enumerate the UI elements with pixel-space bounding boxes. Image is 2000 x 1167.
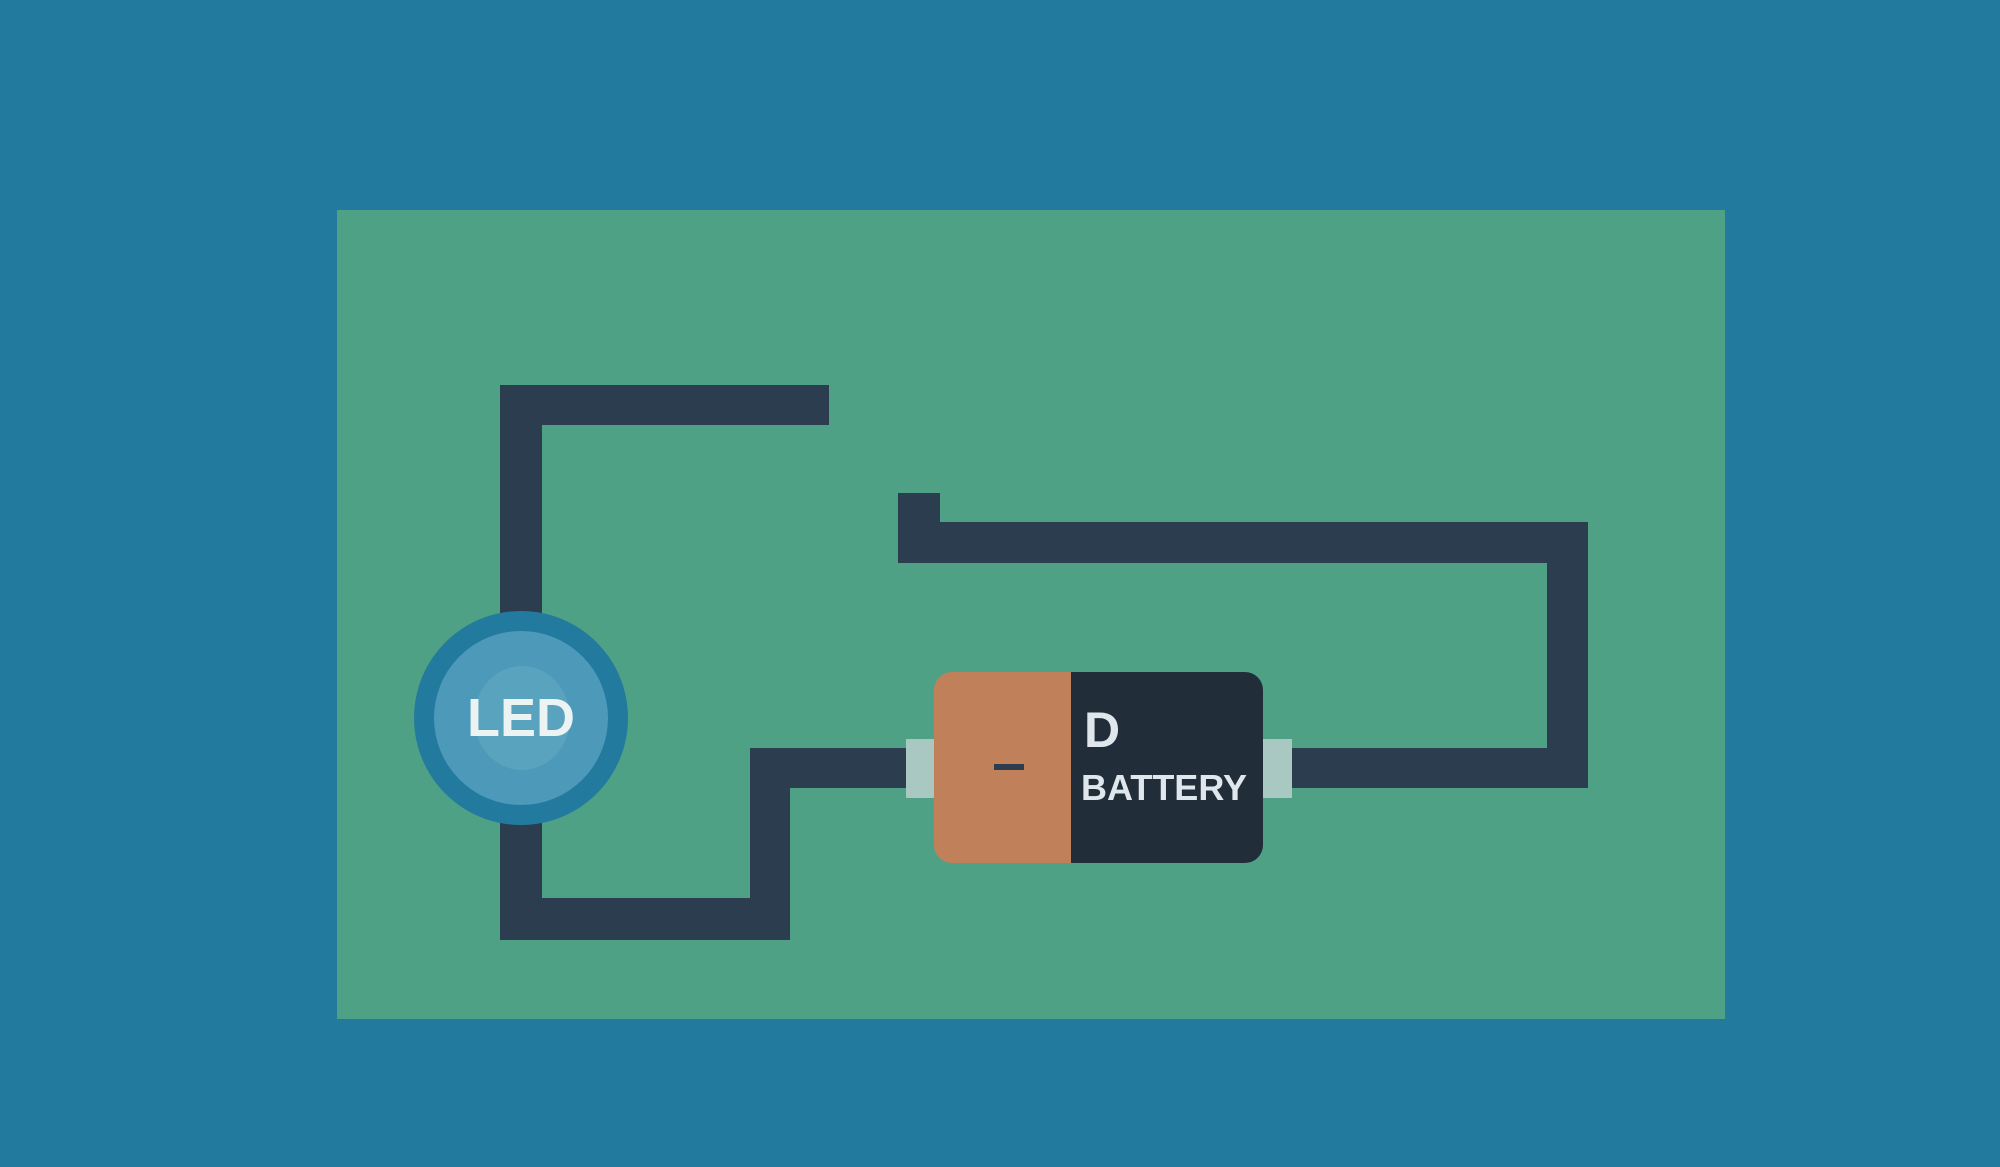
wire-from-battery-positive — [1290, 748, 1588, 788]
wire-top-horizontal-open-end — [500, 385, 829, 425]
battery-body — [1071, 672, 1263, 863]
wire-upper-right-horizontal — [898, 522, 1588, 563]
wire-to-battery-negative — [750, 748, 910, 788]
led-highlight — [474, 666, 570, 770]
battery-negative-terminal — [906, 739, 936, 798]
battery-positive-terminal — [1262, 739, 1292, 798]
battery-minus-symbol — [994, 764, 1024, 770]
wire-right-vertical — [1547, 522, 1588, 788]
battery-size-label: D — [1084, 702, 1121, 758]
led-label: LED — [467, 688, 575, 748]
battery-type-label: BATTERY — [1081, 767, 1247, 808]
circuit-board — [337, 210, 1725, 1019]
wire-bottom-horizontal — [500, 898, 790, 940]
